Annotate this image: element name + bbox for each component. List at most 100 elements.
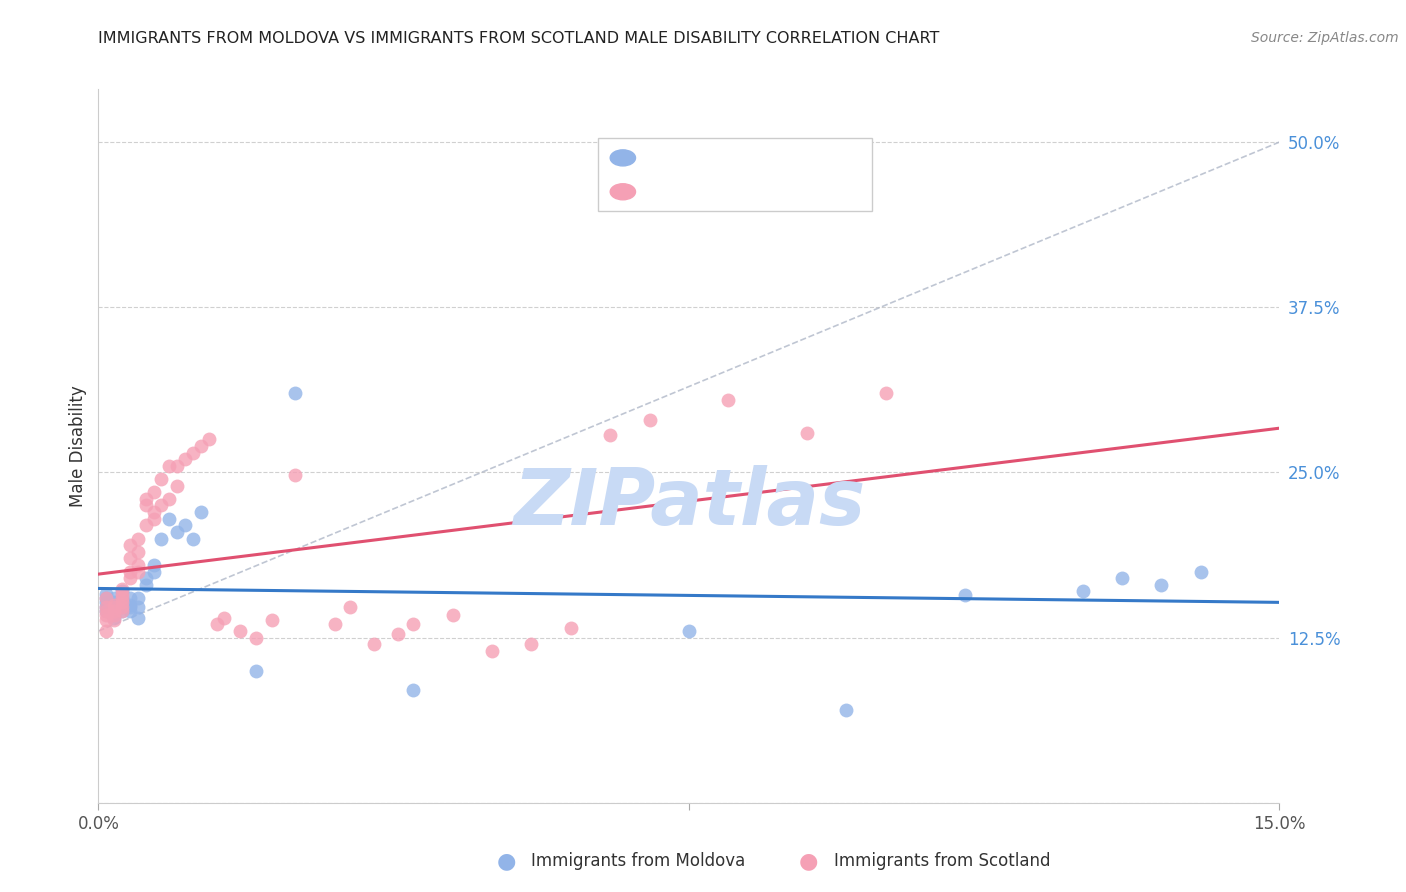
Point [127, 532, 149, 546]
Point [166, 458, 188, 473]
Point [245, 631, 267, 645]
Point [441, 608, 464, 623]
Point [1150, 578, 1173, 592]
Point [166, 524, 188, 539]
Point [103, 604, 125, 618]
Point [214, 611, 236, 625]
Point [875, 386, 897, 401]
Point [190, 439, 212, 453]
Point [103, 608, 125, 623]
Text: Immigrants from Moldova: Immigrants from Moldova [531, 852, 745, 870]
Point [1189, 565, 1212, 579]
Point [103, 591, 125, 605]
Text: ●: ● [799, 851, 818, 871]
Point [127, 545, 149, 559]
Text: N = 43: N = 43 [761, 149, 824, 167]
Text: ZIPatlas: ZIPatlas [513, 465, 865, 541]
Point [111, 582, 134, 596]
Point [339, 600, 361, 615]
Point [103, 600, 125, 615]
Point [111, 600, 134, 615]
Point [103, 600, 125, 615]
Text: ●: ● [496, 851, 516, 871]
Point [96, 600, 118, 615]
Text: N = 62: N = 62 [761, 183, 824, 201]
Point [127, 565, 149, 579]
Text: IMMIGRANTS FROM MOLDOVA VS IMMIGRANTS FROM SCOTLAND MALE DISABILITY CORRELATION : IMMIGRANTS FROM MOLDOVA VS IMMIGRANTS FR… [98, 31, 939, 46]
Point [387, 626, 409, 640]
Point [284, 386, 307, 401]
Point [135, 571, 157, 585]
Point [796, 425, 818, 440]
Point [96, 608, 118, 623]
Point [135, 491, 157, 506]
Point [142, 485, 165, 500]
Point [118, 604, 141, 618]
Text: R = 0.086: R = 0.086 [651, 149, 741, 167]
Point [118, 600, 141, 615]
Point [678, 624, 700, 638]
Point [157, 491, 180, 506]
Point [142, 505, 165, 519]
Point [181, 532, 204, 546]
Point [118, 571, 141, 585]
Point [166, 478, 188, 492]
Point [953, 588, 976, 602]
Point [260, 614, 283, 628]
Text: Immigrants from Scotland: Immigrants from Scotland [834, 852, 1050, 870]
Point [96, 600, 118, 615]
Point [127, 600, 149, 615]
Point [363, 637, 385, 651]
Point [111, 591, 134, 605]
Point [96, 604, 118, 618]
Point [284, 468, 307, 483]
Point [835, 703, 858, 717]
Point [96, 591, 118, 605]
Point [142, 558, 165, 572]
Point [96, 595, 118, 609]
Point [118, 591, 141, 605]
Point [111, 604, 134, 618]
Point [197, 433, 219, 447]
Point [245, 664, 267, 678]
Point [111, 595, 134, 609]
Point [111, 598, 134, 612]
Point [229, 624, 252, 638]
Point [111, 604, 134, 618]
Point [111, 587, 134, 601]
Point [103, 611, 125, 625]
Text: Source: ZipAtlas.com: Source: ZipAtlas.com [1251, 31, 1399, 45]
Point [717, 392, 740, 407]
Point [127, 611, 149, 625]
Point [111, 600, 134, 615]
Point [96, 604, 118, 618]
Point [323, 617, 346, 632]
Point [638, 412, 661, 426]
Point [174, 452, 197, 467]
Point [118, 538, 141, 552]
Point [205, 617, 228, 632]
Point [111, 584, 134, 599]
Point [599, 428, 621, 442]
Point [111, 591, 134, 605]
Point [157, 511, 180, 525]
Text: R = 0.450: R = 0.450 [651, 183, 741, 201]
Point [520, 637, 543, 651]
Point [1111, 571, 1133, 585]
Point [103, 614, 125, 628]
Point [560, 621, 582, 635]
Point [118, 551, 141, 566]
Point [142, 511, 165, 525]
Point [150, 499, 173, 513]
Point [181, 445, 204, 459]
Point [1071, 584, 1094, 599]
Point [96, 614, 118, 628]
Point [103, 598, 125, 612]
Point [96, 624, 118, 638]
Point [150, 532, 173, 546]
Point [174, 518, 197, 533]
Point [103, 608, 125, 623]
Point [103, 604, 125, 618]
Y-axis label: Male Disability: Male Disability [69, 385, 87, 507]
Point [118, 598, 141, 612]
